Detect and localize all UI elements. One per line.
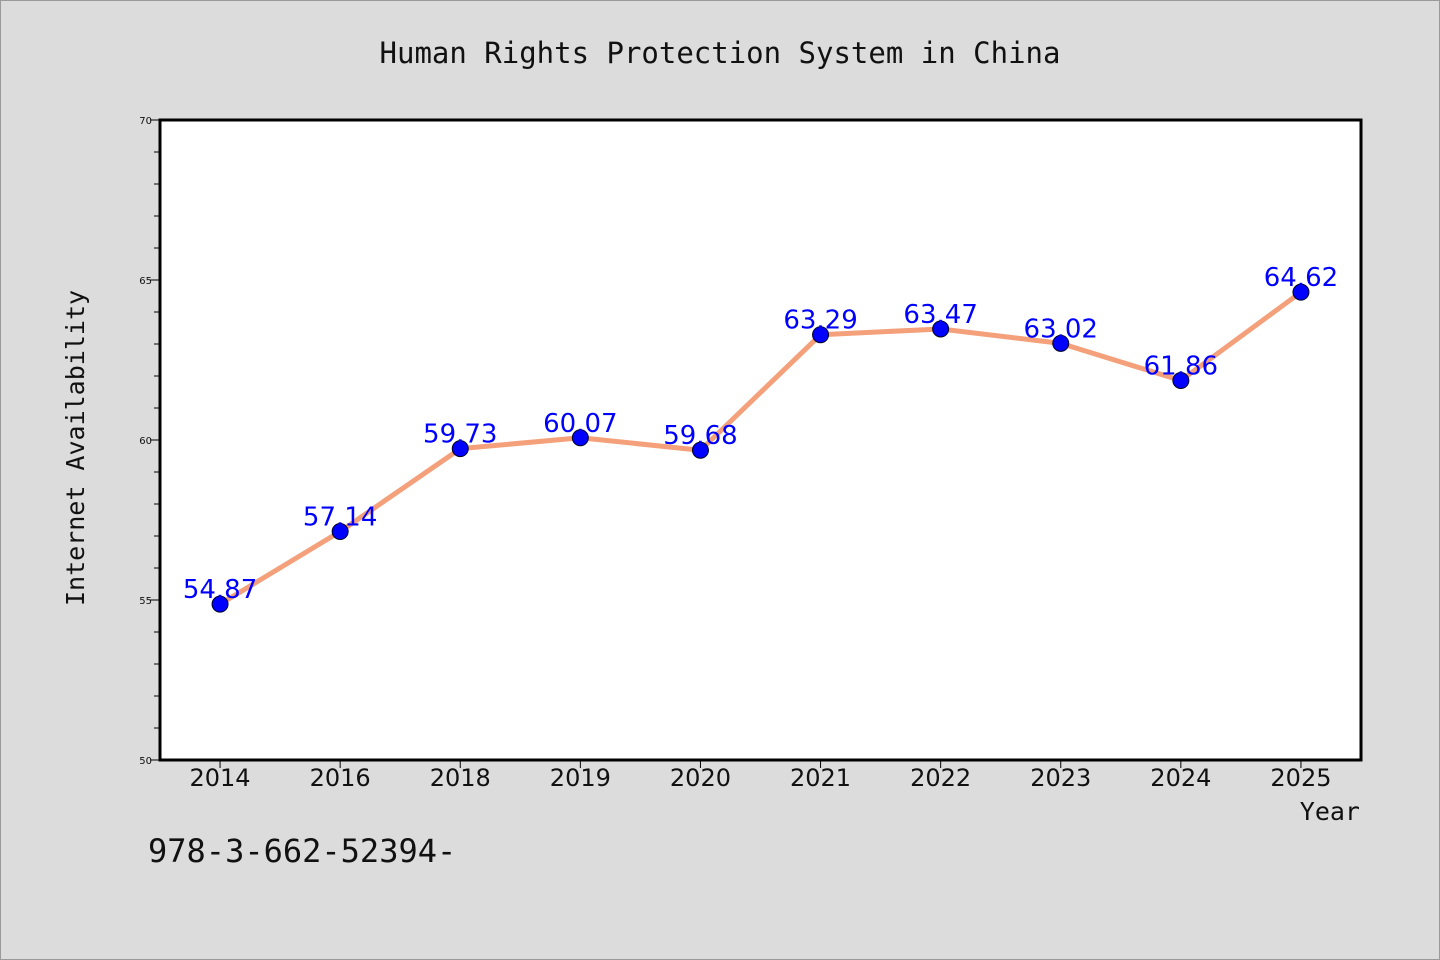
data-point [331, 523, 349, 541]
x-axis-label: Year [1300, 797, 1360, 826]
data-label: 59.73 [423, 420, 497, 450]
data-label: 59.68 [663, 421, 737, 451]
data-label: 64.62 [1264, 263, 1338, 293]
y-tick-label: 60 [139, 436, 152, 447]
data-label: 61.86 [1144, 351, 1218, 381]
x-tick-label: 2024 [1150, 764, 1211, 792]
plot-area [158, 118, 1363, 762]
x-tick-label: 2023 [1030, 764, 1091, 792]
x-tick-label: 2021 [790, 764, 851, 792]
data-point [571, 429, 589, 447]
x-tick-label: 2020 [670, 764, 731, 792]
y-tick-label: 70 [139, 116, 152, 127]
data-point [1292, 283, 1310, 301]
x-tick-label: 2019 [550, 764, 611, 792]
data-point [812, 326, 830, 344]
series-line [217, 289, 1304, 607]
data-label: 57.14 [303, 503, 377, 533]
data-point [451, 440, 469, 458]
data-label: 63.02 [1024, 314, 1098, 344]
chart-title: Human Rights Protection System in China [380, 36, 1061, 70]
x-tick-label: 2014 [190, 764, 251, 792]
data-label: 63.47 [903, 300, 977, 330]
data-point [211, 595, 229, 613]
x-tick-label: 2025 [1270, 764, 1331, 792]
data-point [932, 320, 950, 338]
data-point [1052, 334, 1070, 352]
footnote-isbn: 978-3-662-52394- [148, 832, 457, 870]
x-axis: 2014 2016 2018 2019 2020 2021 2022 2023 2024 2025 [190, 760, 1331, 792]
data-label: 54.87 [183, 575, 257, 605]
y-tick-label: 65 [139, 276, 152, 287]
series-layer: 54.87 57.14 59.73 60.07 59.68 63.29 63.47 63.02… [183, 263, 1338, 613]
data-label: 63.29 [783, 306, 857, 336]
x-tick-label: 2018 [430, 764, 491, 792]
x-tick-label: 2016 [310, 764, 371, 792]
data-point [691, 441, 709, 459]
x-tick-label: 2022 [910, 764, 971, 792]
data-point [1172, 371, 1190, 389]
y-axis: 50 55 60 65 70 [139, 116, 160, 767]
y-tick-label: 55 [139, 596, 152, 607]
y-axis-label: Internet Availability [61, 290, 90, 606]
y-tick-label: 50 [139, 756, 152, 767]
data-label: 60.07 [543, 409, 617, 439]
